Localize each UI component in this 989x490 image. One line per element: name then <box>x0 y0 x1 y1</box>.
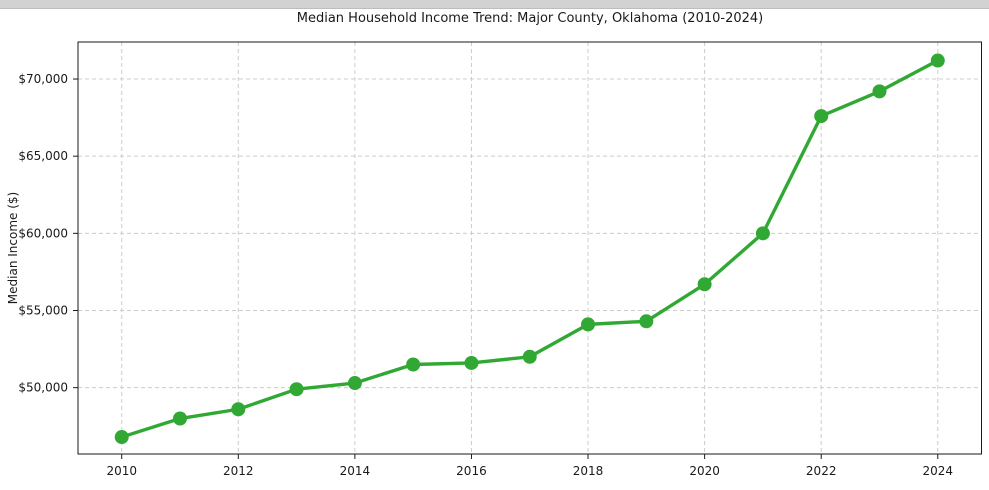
data-point-marker <box>930 53 945 68</box>
data-point-marker <box>289 382 304 397</box>
x-tick-label: 2014 <box>340 464 371 478</box>
income-series <box>114 53 945 445</box>
data-point-marker <box>231 402 246 417</box>
window-top-edge <box>0 0 989 9</box>
data-point-marker <box>522 349 537 364</box>
data-point-marker <box>173 411 188 426</box>
x-tick-label: 2016 <box>456 464 487 478</box>
data-point-marker <box>639 314 654 329</box>
data-point-marker <box>406 357 421 372</box>
y-tick-label: $50,000 <box>18 381 68 395</box>
chart-title: Median Household Income Trend: Major Cou… <box>297 11 764 26</box>
y-tick-label: $60,000 <box>18 226 68 240</box>
data-point-marker <box>114 430 129 445</box>
tick-labels: 2010 2012 2014 2016 2018 2020 2022 2024 $50,000 $… <box>18 72 953 478</box>
data-point-marker <box>347 376 362 391</box>
plot-border <box>77 41 982 455</box>
x-tick-label: 2020 <box>689 464 720 478</box>
x-tick-label: 2012 <box>223 464 254 478</box>
x-tick-label: 2024 <box>923 464 954 478</box>
axis-ticks <box>73 78 939 459</box>
data-point-marker <box>872 84 887 99</box>
data-point-marker <box>581 317 596 332</box>
x-tick-label: 2010 <box>106 464 137 478</box>
data-point-marker <box>464 355 479 370</box>
x-tick-label: 2022 <box>806 464 837 478</box>
x-tick-label: 2018 <box>573 464 604 478</box>
y-tick-label: $70,000 <box>18 72 68 86</box>
y-tick-label: $65,000 <box>18 149 68 163</box>
y-axis-label: Median Income ($) <box>6 192 20 304</box>
y-tick-label: $55,000 <box>18 303 68 317</box>
data-point-marker <box>814 109 829 124</box>
data-point-marker <box>755 226 770 241</box>
data-point-marker <box>697 277 712 292</box>
gridlines <box>78 42 982 454</box>
axes-spines <box>77 41 982 455</box>
